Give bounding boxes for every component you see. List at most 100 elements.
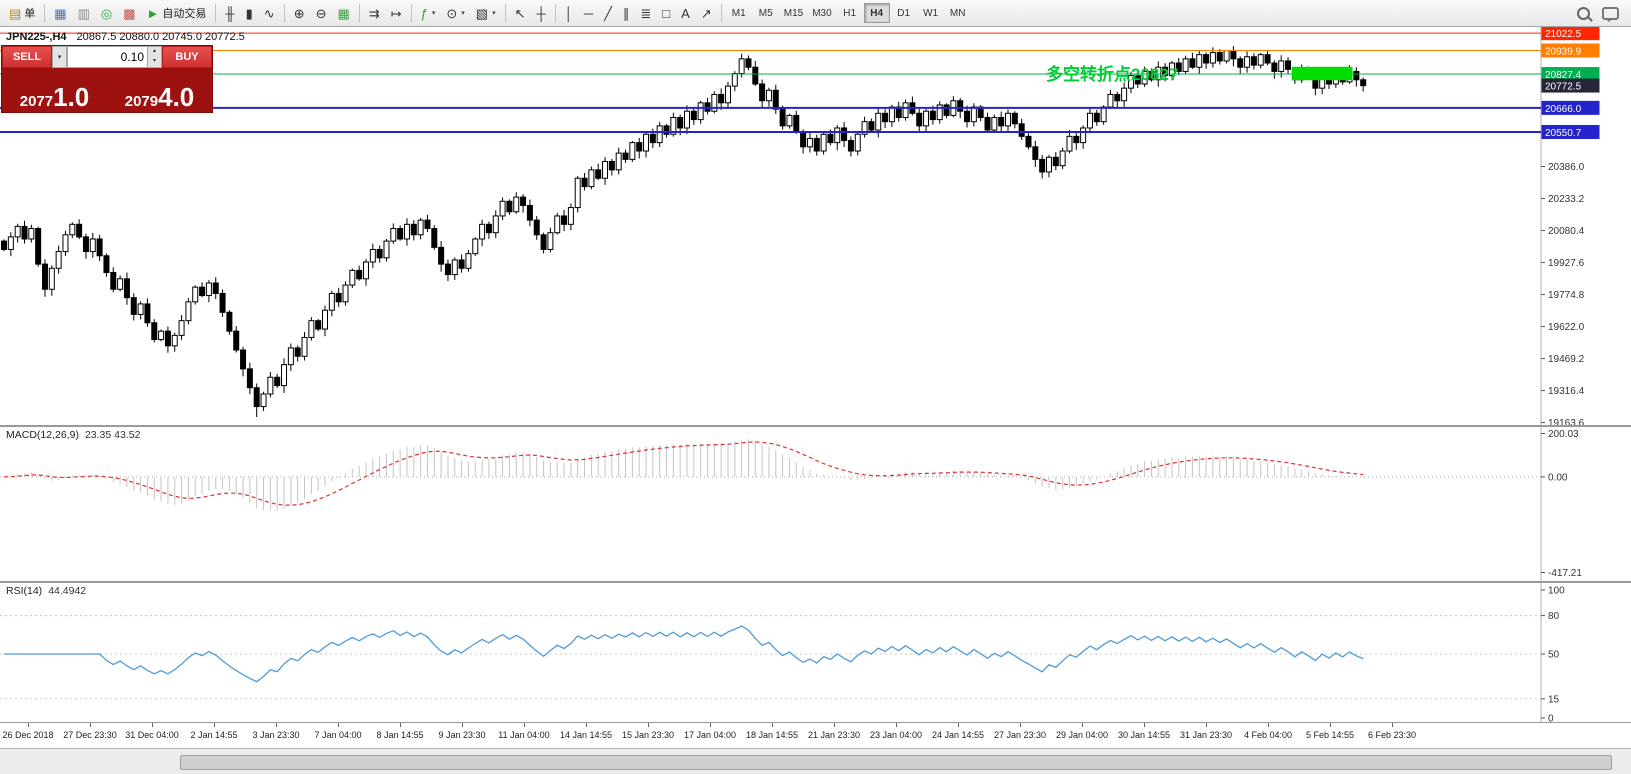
time-axis-label: 7 Jan 04:00 [314,730,362,740]
rsi-indicator-value: 44.4942 [48,585,87,597]
timeframe-m5[interactable]: M5 [753,3,779,23]
price-axis-tick: 19316.4 [1548,386,1585,397]
auto-scroll-button[interactable]: ⇉ [364,2,385,24]
price-axis-highlight-label[interactable]: 20772.5 [1541,78,1600,93]
timeframe-m15[interactable]: M15 [780,3,807,23]
horizontal-scrollbar[interactable] [0,748,1631,774]
timeframe-mn[interactable]: MN [945,3,971,23]
text-label-button[interactable]: A [676,2,695,24]
sell-price[interactable]: 20771.0 [2,84,107,110]
tile-windows-button[interactable]: ▦ [333,2,355,24]
chart-shift-button[interactable]: ↦ [386,2,407,24]
zoom-in-button[interactable]: ⊕ [289,2,310,24]
terminal-icon[interactable]: ▩ [118,2,140,24]
time-axis-label: 8 Jan 14:55 [376,730,424,740]
lot-size-field[interactable]: 0.10 ▴ ▾ [67,46,162,68]
rsi-pane-canvas[interactable]: 100 80 50 15 0 [0,583,1631,722]
scrollbar-thumb[interactable] [180,755,1612,770]
timeframe-h1[interactable]: H1 [837,3,863,23]
price-axis-highlight-label[interactable]: 21022.5 [1541,27,1600,41]
new-order-button[interactable]: ▤ 单 [4,2,40,24]
crosshair-button[interactable]: ┼ [532,2,551,24]
time-axis-tick [28,723,29,727]
chat-icon[interactable] [1602,6,1619,22]
svg-text:20939.9: 20939.9 [1545,46,1582,57]
buy-price[interactable]: 20794.0 [107,84,212,110]
time-axis-tick [834,723,835,727]
time-axis-label: 15 Jan 23:30 [621,730,675,740]
arrow-objects-button[interactable]: ↗ [696,2,717,24]
price-axis-tick: 19469.2 [1548,354,1585,365]
toolbar-right-group [1577,6,1627,22]
time-axis-label: 30 Jan 14:55 [1117,730,1171,740]
buy-price-big: 4.0 [158,82,195,112]
price-axis-highlight-label[interactable]: 20827.4 [1541,67,1600,82]
market-watch-icon[interactable]: ▦ [49,2,71,24]
price-axis-highlight-label[interactable]: 20939.9 [1541,43,1600,58]
search-icon[interactable] [1577,6,1590,20]
toolbar-separator [720,4,722,22]
timeframe-m1[interactable]: M1 [726,3,752,23]
lot-dropdown-button[interactable]: ▾ [52,46,67,68]
shapes-button[interactable]: □ [657,2,675,24]
time-axis-tick [648,723,649,727]
pane-separator[interactable] [0,425,1631,427]
buy-button[interactable]: BUY [162,46,212,68]
macd-pane-canvas[interactable]: 200.03 0.00 -417.21 [0,427,1631,581]
pane-separator[interactable] [0,581,1631,583]
price-axis-tick: 19927.6 [1548,258,1585,269]
time-axis-label: 14 Jan 14:55 [559,730,613,740]
horizontal-line-button[interactable]: ─ [579,2,598,24]
fibonacci-button[interactable]: ≣ [635,2,656,24]
trendline-button[interactable]: ╱ [599,2,617,24]
rsi-axis-label: 100 [1548,586,1565,597]
time-axis-label: 23 Jan 04:00 [869,730,923,740]
time-axis-label: 31 Dec 04:00 [125,730,179,740]
line-chart-button[interactable]: ∿ [259,2,280,24]
rsi-axis-label: 15 [1548,694,1560,705]
templates-button[interactable]: ▧ ▾ [471,2,501,24]
timeframe-m30[interactable]: M30 [808,3,835,23]
equidistant-channel-icon: ∥ [622,5,630,21]
text-label-icon: A [681,5,690,21]
lot-spinner[interactable]: ▴ ▾ [147,47,161,67]
timeframe-d1[interactable]: D1 [891,3,917,23]
toolbar-separator [44,4,46,22]
equidistant-channel-button[interactable]: ∥ [618,2,635,24]
data-window-icon[interactable]: ▥ [73,2,95,24]
time-axis-tick [958,723,959,727]
cursor-button[interactable]: ↖ [510,2,531,24]
navigator-icon[interactable]: ◎ [96,2,117,24]
fibonacci-icon: ≣ [640,5,652,21]
spin-up-icon[interactable]: ▴ [152,48,156,54]
price-axis-highlight-label[interactable]: 20666.0 [1541,100,1600,115]
indicators-button[interactable]: ƒ ▾ [416,2,441,24]
timeframe-w1[interactable]: W1 [918,3,944,23]
one-click-trade-panel: SELL ▾ 0.10 ▴ ▾ BUY 20771.0 20794.0 [1,45,213,113]
toolbar-separator [358,4,360,22]
macd-pane-label: MACD(12,26,9) 23.35 43.52 [6,429,140,441]
vertical-line-button[interactable]: │ [560,2,578,24]
periods-button[interactable]: ⊙ ▾ [441,2,469,24]
candlestick-chart-button[interactable]: ▮ [241,2,258,24]
time-axis-tick [462,723,463,727]
lot-size-value[interactable]: 0.10 [120,50,144,64]
zoom-out-button[interactable]: ⊖ [311,2,332,24]
market-watch-icon-icon: ▦ [54,5,67,21]
ohlc-bars-button[interactable]: ╫ [220,2,239,24]
zoom-in-icon: ⊕ [293,5,305,21]
price-chart-canvas[interactable]: 20386.0 20233.2 20080.4 19927.6 19774.8 19622… [0,27,1631,425]
sell-button[interactable]: SELL [2,46,52,68]
rsi-line [4,625,1364,683]
spin-down-icon[interactable]: ▾ [152,58,156,64]
sell-price-main: 2077 [19,93,54,110]
timeframe-h4[interactable]: H4 [863,3,890,23]
buy-price-main: 2079 [124,93,159,110]
horizontal-order-lines[interactable] [0,32,1541,134]
symbol-info: JPN225-,H4 20867.5 20880.0 20745.0 20772.… [6,31,245,43]
shapes-icon: □ [662,5,671,21]
autotrading-button[interactable]: ► 自动交易 [142,2,212,24]
chart-workspace: JPN225-,H4 20867.5 20880.0 20745.0 20772.… [0,27,1631,774]
sell-price-big: 1.0 [53,82,90,112]
price-axis-highlight-label[interactable]: 20550.7 [1541,125,1600,140]
